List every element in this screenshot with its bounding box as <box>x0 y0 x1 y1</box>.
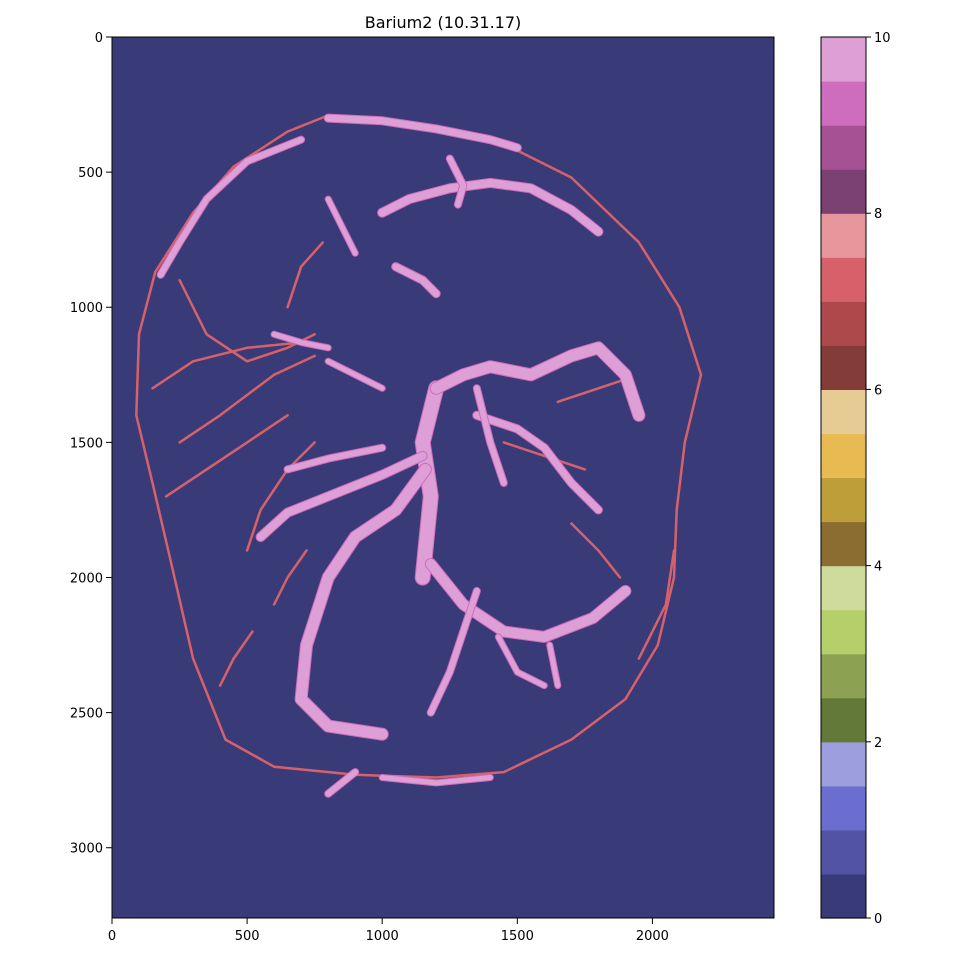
colorbar-axis: 0 2 4 6 8 10 <box>866 31 891 927</box>
small-vessel <box>556 376 633 404</box>
x-tick-label: 0 <box>108 929 116 944</box>
major-vessel <box>256 451 427 541</box>
colorbar-cell <box>821 477 866 523</box>
y-tick-label: 1000 <box>70 301 103 316</box>
small-vessel <box>164 414 289 498</box>
colorbar-cells <box>821 37 866 919</box>
small-vessel <box>218 630 254 687</box>
colorbar-cell <box>821 785 866 831</box>
x-tick-label: 1500 <box>501 929 534 944</box>
y-tick-label: 1500 <box>70 436 103 451</box>
colorbar-cell <box>821 609 866 655</box>
small-vessel <box>286 241 325 309</box>
colorbar-cell <box>821 257 866 302</box>
x-tick-label: 500 <box>235 929 260 944</box>
y-tick-label: 0 <box>95 31 103 46</box>
colorbar-cell <box>821 345 866 390</box>
major-vessel <box>495 634 547 689</box>
small-vessel <box>178 354 316 444</box>
colorbar: 0 2 4 6 8 10 <box>820 31 891 927</box>
x-tick-label: 1000 <box>366 929 399 944</box>
x-tick-label: 2000 <box>636 929 669 944</box>
major-vessel <box>325 358 385 391</box>
small-vessel <box>272 549 308 606</box>
colorbar-tick-label: 0 <box>874 912 882 927</box>
major-vessel <box>325 769 359 797</box>
colorbar-cell <box>821 565 866 611</box>
colorbar-cell <box>821 741 866 787</box>
major-vessel <box>295 463 431 740</box>
colorbar-cell <box>821 37 866 82</box>
major-vessel <box>324 114 521 152</box>
colorbar-cell <box>821 829 866 875</box>
y-tick-label: 500 <box>78 166 103 181</box>
colorbar-tick-label: 2 <box>874 736 882 751</box>
major-vessel <box>378 178 603 236</box>
small-vessel <box>502 441 587 471</box>
colorbar-frame <box>820 36 867 919</box>
major-vessel <box>157 136 305 278</box>
major-vessel <box>284 444 386 473</box>
chart-title: Barium2 (10.31.17) <box>365 13 522 32</box>
major-vessel <box>473 411 602 514</box>
colorbar-tick-label: 4 <box>874 560 882 575</box>
colorbar-cell <box>821 873 866 919</box>
y-tick-label: 2000 <box>70 571 103 586</box>
y-axis: 0 500 1000 1500 2000 2500 3000 <box>70 31 112 857</box>
colorbar-cell <box>821 125 866 170</box>
colorbar-tick-label: 10 <box>874 31 891 46</box>
colorbar-cell <box>821 81 866 126</box>
vessel-network <box>135 113 703 798</box>
colorbar-tick-label: 6 <box>874 383 882 398</box>
major-vessel <box>425 559 631 642</box>
major-vessel <box>392 263 440 298</box>
small-vessel <box>637 549 676 660</box>
major-vessel <box>430 342 645 421</box>
heatmap-panel <box>111 36 775 919</box>
major-vessel <box>379 775 493 786</box>
y-tick-label: 3000 <box>70 842 103 857</box>
major-vessel <box>473 385 507 486</box>
colorbar-cell <box>821 653 866 699</box>
colorbar-tick-label: 8 <box>874 207 882 222</box>
heatmap-background <box>112 37 774 918</box>
y-tick-label: 2500 <box>70 707 103 722</box>
major-vessel <box>271 331 331 351</box>
major-vessel <box>547 642 561 689</box>
major-vessel <box>427 588 480 716</box>
small-vessel <box>245 441 316 552</box>
colorbar-cell <box>821 169 866 214</box>
major-vessel <box>325 196 358 256</box>
major-vessel <box>446 155 467 208</box>
small-vessel <box>570 522 622 579</box>
colorbar-cell <box>821 521 866 567</box>
x-axis: 0 500 1000 1500 2000 <box>108 918 669 944</box>
colorbar-cell <box>821 389 866 435</box>
small-vessel <box>151 341 303 390</box>
heatmap-frame <box>111 36 775 919</box>
colorbar-cell <box>821 433 866 479</box>
colorbar-cell <box>821 301 866 346</box>
colorbar-cell <box>821 697 866 743</box>
colorbar-cell <box>821 213 866 258</box>
heart-outline <box>135 114 703 779</box>
